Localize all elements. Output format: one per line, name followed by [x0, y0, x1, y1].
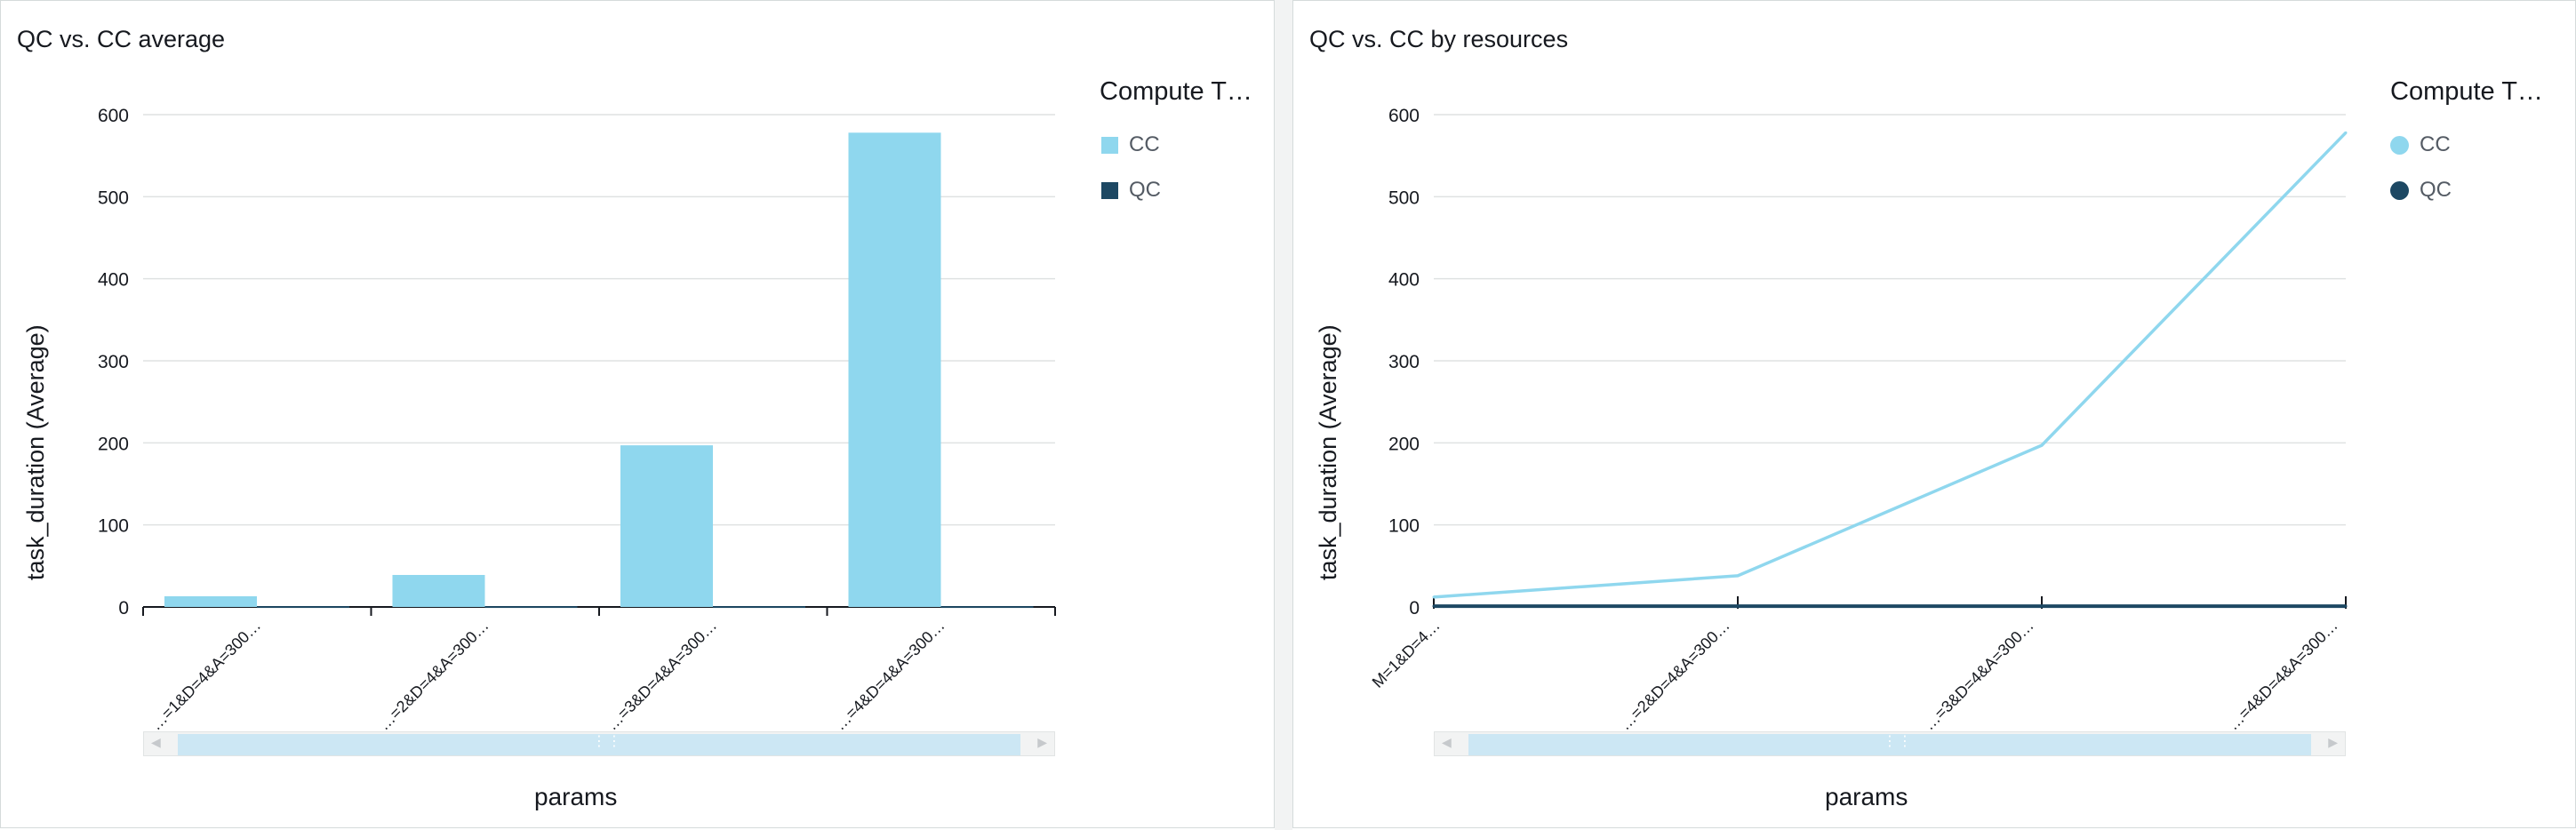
- point-cc-3: [2040, 443, 2044, 447]
- scroll-right-icon[interactable]: ▶: [2328, 735, 2338, 749]
- x-tick-label: M=1&D=4…: [1369, 617, 1444, 691]
- legend-dot-qc: [2390, 180, 2409, 200]
- x-tick-label: …=3&D=4&A=300…: [603, 617, 720, 734]
- legend-label: CC: [1129, 132, 1160, 156]
- legend-item-qc[interactable]: QC: [2390, 175, 2543, 205]
- panel-title: QC vs. CC by resources: [1309, 26, 1569, 52]
- chart-panel-average: QC vs. CC average 0 100 200 300 400 500 600 …=1…: [0, 0, 1275, 828]
- y-tick-label: 400: [98, 270, 129, 291]
- y-tick-label: 200: [1388, 434, 1420, 454]
- scrollbar-thumb[interactable]: ⋮⋮: [1468, 734, 2311, 755]
- bar-cc-1: [164, 595, 257, 607]
- x-axis-title: params: [1825, 783, 1908, 810]
- y-tick-label: 100: [1388, 516, 1420, 537]
- scroll-left-icon[interactable]: ◀: [1442, 735, 1452, 749]
- legend-title: Compute T…: [1100, 77, 1252, 106]
- point-qc-3: [2040, 604, 2044, 608]
- legend-swatch-qc: [1101, 181, 1118, 199]
- x-axis-scrollbar[interactable]: ◀ ⋮⋮ ▶: [1434, 731, 2346, 756]
- bar-cc-3: [620, 445, 713, 607]
- x-tick-label: …=4&D=4&A=300…: [2224, 617, 2341, 734]
- scrollbar-thumb[interactable]: ⋮⋮: [178, 734, 1020, 755]
- y-tick-label: 0: [1409, 598, 1420, 619]
- legend-label: QC: [1129, 178, 1161, 202]
- x-tick-label: …=4&D=4&A=300…: [831, 617, 948, 734]
- scroll-left-icon[interactable]: ◀: [151, 735, 161, 749]
- y-tick-label: 200: [98, 434, 129, 454]
- point-qc-2: [1736, 604, 1740, 608]
- legend-item-cc[interactable]: CC: [2390, 130, 2543, 160]
- panel-gutter: [1275, 0, 1292, 830]
- series-line-cc: [1433, 132, 2348, 599]
- bar-qc-3: [713, 606, 805, 609]
- panel-title: QC vs. CC average: [17, 26, 226, 52]
- x-tick-label: …=1&D=4&A=300…: [147, 617, 264, 734]
- x-tick-label: …=3&D=4&A=300…: [1920, 617, 2037, 734]
- x-axis-scrollbar[interactable]: ◀ ⋮⋮ ▶: [143, 731, 1055, 756]
- bar-qc-1: [257, 606, 349, 609]
- y-tick-label: 0: [118, 598, 129, 619]
- y-tick-label: 500: [98, 188, 129, 208]
- legend-swatch-cc: [1101, 136, 1118, 154]
- legend-item-qc[interactable]: QC: [1100, 175, 1252, 205]
- scroll-right-icon[interactable]: ▶: [1037, 735, 1047, 749]
- legend: Compute T… CC QC: [2390, 77, 2543, 220]
- line-chart: 0 100 200 300 400 500 600 M=1&D=4… …=2&D=4&A=300…: [1369, 106, 2348, 734]
- legend-item-cc[interactable]: CC: [1100, 130, 1252, 160]
- legend-label: QC: [2420, 178, 2452, 202]
- grip-icon: ⋮⋮: [1883, 734, 1913, 749]
- x-axis-title: params: [534, 783, 618, 810]
- y-axis-title: task_duration (Average): [1315, 324, 1341, 580]
- y-tick-label: 100: [98, 516, 129, 537]
- x-tick-label: …=2&D=4&A=300…: [1616, 617, 1733, 734]
- legend-dot-cc: [2390, 135, 2409, 155]
- bar-qc-2: [484, 606, 578, 609]
- bar-cc-2: [392, 574, 485, 607]
- bar-qc-4: [940, 606, 1034, 609]
- y-tick-label: 600: [1388, 106, 1420, 126]
- grip-icon: ⋮⋮: [592, 734, 622, 749]
- legend-label: CC: [2420, 132, 2451, 156]
- y-axis-title: task_duration (Average): [22, 324, 49, 580]
- point-cc-4: [2344, 131, 2348, 134]
- point-cc-2: [1736, 574, 1740, 578]
- legend: Compute T… CC QC: [1100, 77, 1252, 220]
- bar-cc-4: [848, 132, 941, 607]
- y-tick-label: 500: [1388, 188, 1420, 208]
- x-tick-label: …=2&D=4&A=300…: [375, 617, 492, 734]
- y-tick-label: 300: [98, 352, 129, 372]
- legend-title: Compute T…: [2390, 77, 2543, 106]
- point-qc-1: [1432, 604, 1436, 608]
- point-qc-4: [2344, 604, 2348, 608]
- y-tick-label: 400: [1388, 270, 1420, 291]
- bar-chart: 0 100 200 300 400 500 600 …=1&D=4&A=300… …=2&D=4…: [98, 106, 1056, 734]
- chart-panel-resources: QC vs. CC by resources 0 100 200 300 400 500 6…: [1292, 0, 2576, 828]
- y-tick-label: 300: [1388, 352, 1420, 372]
- point-cc-1: [1432, 595, 1436, 599]
- y-tick-label: 600: [98, 106, 129, 126]
